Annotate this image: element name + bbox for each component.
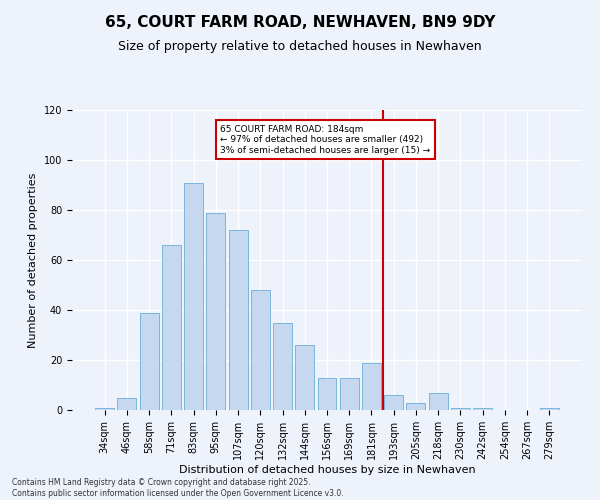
Text: 65 COURT FARM ROAD: 184sqm
← 97% of detached houses are smaller (492)
3% of semi: 65 COURT FARM ROAD: 184sqm ← 97% of deta… xyxy=(220,125,430,155)
Bar xyxy=(118,398,136,410)
Text: Contains HM Land Registry data © Crown copyright and database right 2025.
Contai: Contains HM Land Registry data © Crown c… xyxy=(12,478,344,498)
Bar xyxy=(95,408,114,410)
Bar xyxy=(162,245,181,410)
Bar xyxy=(295,345,314,410)
Bar xyxy=(384,395,403,410)
X-axis label: Distribution of detached houses by size in Newhaven: Distribution of detached houses by size … xyxy=(179,464,475,474)
Bar xyxy=(251,290,270,410)
Text: 65, COURT FARM ROAD, NEWHAVEN, BN9 9DY: 65, COURT FARM ROAD, NEWHAVEN, BN9 9DY xyxy=(105,15,495,30)
Y-axis label: Number of detached properties: Number of detached properties xyxy=(28,172,38,348)
Bar xyxy=(317,378,337,410)
Bar xyxy=(206,212,225,410)
Bar xyxy=(229,230,248,410)
Bar xyxy=(540,408,559,410)
Bar xyxy=(362,362,381,410)
Bar xyxy=(451,408,470,410)
Bar xyxy=(473,408,492,410)
Bar xyxy=(273,322,292,410)
Bar xyxy=(406,402,425,410)
Bar xyxy=(340,378,359,410)
Bar xyxy=(140,312,158,410)
Bar xyxy=(429,392,448,410)
Bar xyxy=(184,182,203,410)
Text: Size of property relative to detached houses in Newhaven: Size of property relative to detached ho… xyxy=(118,40,482,53)
